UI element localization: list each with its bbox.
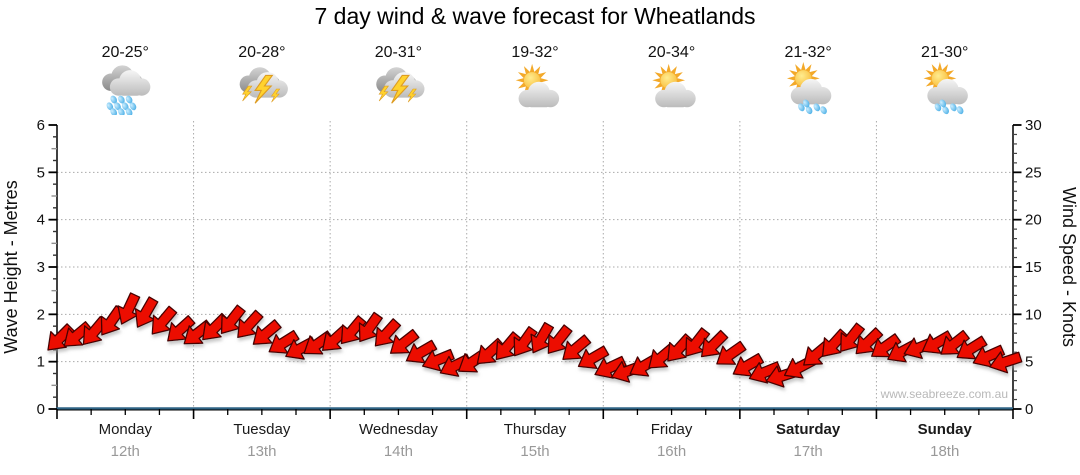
day-label: Saturday: [776, 421, 841, 438]
wind-arrow: [237, 309, 264, 339]
wind-arrow: [405, 339, 438, 364]
wind-arrow: [989, 351, 1023, 374]
right-tick-label: 15: [1025, 259, 1042, 276]
left-tick-label: 5: [37, 164, 45, 181]
temp-range: 20-31°: [375, 44, 422, 61]
right-tick-label: 25: [1025, 164, 1042, 181]
temp-range: 20-34°: [648, 44, 695, 61]
wind-arrow: [134, 296, 159, 328]
wind-arrow: [117, 292, 141, 325]
right-tick-label: 5: [1025, 354, 1033, 371]
storm-weather-icon: [376, 67, 424, 103]
wind-arrow: [421, 348, 455, 372]
left-axis-title: Wave Height - Metres: [1, 180, 21, 353]
wind-arrow: [389, 328, 420, 354]
wind-arrow: [855, 327, 884, 355]
day-label: Thursday: [504, 421, 567, 438]
temp-range: 19-32°: [511, 44, 558, 61]
wind-arrow: [748, 361, 782, 384]
wind-arrow: [921, 330, 954, 354]
day-date: 14th: [384, 443, 413, 460]
chart-title: 7 day wind & wave forecast for Wheatland…: [314, 3, 756, 29]
left-tick-label: 3: [37, 259, 45, 276]
wind-arrow: [940, 329, 970, 355]
day-label: Friday: [651, 421, 693, 438]
day-label: Wednesday: [359, 421, 438, 438]
wind-arrow: [956, 335, 988, 360]
day-date: 17th: [794, 443, 823, 460]
wind-arrow: [871, 333, 902, 358]
storm-weather-icon: [240, 67, 288, 103]
axes: 0 1 2 3 4 5 6 0 5 10 15 20 25 30: [37, 117, 1042, 419]
wind-arrow: [268, 329, 300, 354]
wind-arrow: [547, 324, 573, 354]
sunshower-weather-icon: [787, 62, 831, 115]
temp-range: 20-25°: [102, 44, 149, 61]
temp-range: 20-28°: [238, 44, 285, 61]
wind-arrow: [594, 355, 627, 379]
day-labels: Monday 12th Tuesday 13th Wednesday 14th Thursd…: [99, 421, 973, 460]
day-date: 13th: [247, 443, 276, 460]
left-tick-label: 4: [37, 212, 45, 229]
partly-weather-icon: [516, 64, 559, 107]
wind-arrow: [151, 305, 178, 335]
wind-arrow: [700, 329, 729, 358]
day-headers: 20-25° 20-28° 20-31° 19-32° 20-34° 21-32° 21-3…: [102, 44, 968, 117]
day-date: 15th: [520, 443, 549, 460]
right-tick-label: 10: [1025, 306, 1042, 323]
temp-range: 21-32°: [784, 44, 831, 61]
wind-arrow: [530, 321, 555, 354]
wind-arrow: [374, 318, 402, 347]
wind-arrow: [167, 315, 196, 342]
wind-arrow: [732, 352, 765, 377]
wind-arrow: [972, 344, 1006, 368]
day-label: Sunday: [918, 421, 973, 438]
left-tick-label: 2: [37, 306, 45, 323]
partly-weather-icon: [652, 64, 695, 107]
day-date: 18th: [930, 443, 959, 460]
wind-arrow: [252, 319, 282, 345]
wind-arrow-series: [47, 292, 1023, 388]
temp-range: 21-30°: [921, 44, 968, 61]
day-date: 16th: [657, 443, 686, 460]
right-tick-label: 20: [1025, 212, 1042, 229]
right-axis-title: Wind Speed - Knots: [1059, 187, 1079, 347]
wind-arrow: [358, 311, 383, 343]
sunshower-weather-icon: [924, 62, 968, 115]
wind-arrow: [577, 345, 610, 370]
wind-arrow: [716, 340, 747, 365]
gridlines: [57, 121, 1013, 409]
rain-weather-icon: [102, 65, 150, 117]
day-label: Monday: [99, 421, 153, 438]
wind-arrow: [685, 327, 711, 357]
left-tick-label: 1: [37, 354, 45, 371]
wind-arrow: [840, 322, 866, 353]
watermark: www.seabreeze.com.au: [880, 387, 1008, 401]
right-tick-label: 30: [1025, 117, 1042, 134]
right-tick-label: 0: [1025, 401, 1033, 418]
wind-arrow: [220, 304, 246, 335]
wind-arrow: [100, 305, 125, 336]
left-tick-label: 0: [37, 401, 45, 418]
wind-arrow: [562, 334, 592, 360]
day-label: Tuesday: [233, 421, 290, 438]
day-date: 12th: [111, 443, 140, 460]
left-tick-label: 6: [37, 117, 45, 134]
